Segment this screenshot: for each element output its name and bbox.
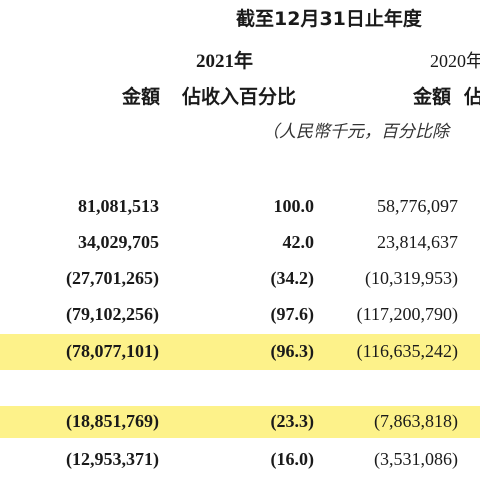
row-4-amount-2020: (117,200,790) (356, 304, 458, 324)
year-2021-header: 2021年 (196, 51, 254, 72)
row-4-pct-2021: (97.6) (270, 304, 315, 324)
row-7-amount-2020: (3,531,086) (374, 449, 458, 469)
period-header: 截至12月31日止年度 (236, 8, 422, 30)
row-2-amount-2020: 23,814,637 (377, 232, 458, 252)
year-2020-header: 2020年 (430, 51, 480, 71)
pct-2021-header: 佔收入百分比 (182, 86, 297, 108)
row-5-amount-2021: (78,077,101) (66, 341, 159, 361)
row-7-amount-2021: (12,953,371) (66, 449, 159, 469)
amount-2021-header: 金額 (122, 86, 161, 108)
row-4-amount-2021: (79,102,256) (66, 304, 159, 324)
row-3-pct-2021: (34.2) (270, 268, 315, 288)
row-3-amount-2021: (27,701,265) (66, 268, 159, 288)
row-1-amount-2020: 58,776,097 (377, 196, 458, 216)
row-2-pct-2021: 42.0 (282, 232, 315, 252)
row-7-pct-2021: (16.0) (270, 449, 315, 469)
row-3-amount-2020: (10,319,953) (365, 268, 458, 288)
pct-2020-header: 佔 (464, 86, 480, 108)
highlight-band-row-6 (0, 406, 480, 438)
row-1-amount-2021: 81,081,513 (78, 196, 159, 216)
row-2-amount-2021: 34,029,705 (78, 232, 159, 252)
row-6-pct-2021: (23.3) (270, 411, 315, 431)
unit-note: （人民幣千元，百分比除 (262, 122, 449, 142)
amount-2020-header: 金額 (413, 86, 452, 108)
highlight-band-row-5 (0, 334, 480, 370)
row-6-amount-2020: (7,863,818) (374, 411, 458, 431)
row-5-pct-2021: (96.3) (270, 341, 315, 361)
row-6-amount-2021: (18,851,769) (66, 411, 159, 431)
row-5-amount-2020: (116,635,242) (356, 341, 458, 361)
row-1-pct-2021: 100.0 (273, 196, 315, 216)
